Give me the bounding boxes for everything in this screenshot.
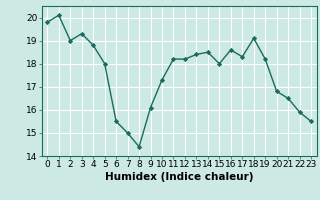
X-axis label: Humidex (Indice chaleur): Humidex (Indice chaleur) bbox=[105, 172, 253, 182]
